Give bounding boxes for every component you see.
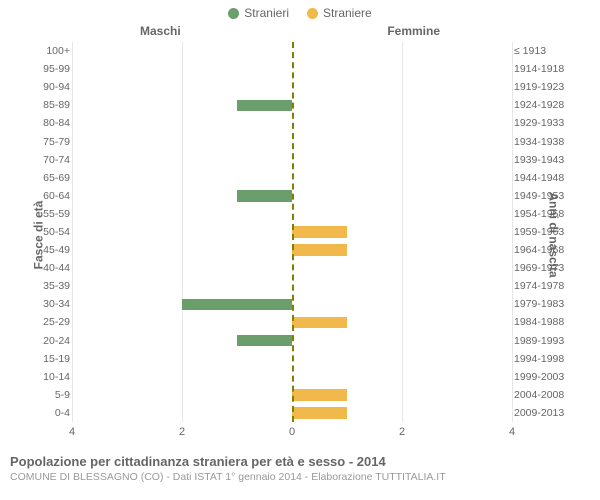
age-label: 20-24 — [36, 332, 70, 350]
age-label: 70-74 — [36, 151, 70, 169]
birth-label: ≤ 1913 — [514, 42, 580, 60]
x-tick: 4 — [509, 426, 515, 438]
age-label: 90-94 — [36, 78, 70, 96]
birth-label: 1964-1968 — [514, 241, 580, 259]
bar-male — [182, 299, 292, 311]
column-header-female: Femmine — [387, 24, 440, 38]
age-label: 35-39 — [36, 277, 70, 295]
x-tick: 0 — [289, 426, 295, 438]
age-label: 65-69 — [36, 169, 70, 187]
age-labels: 100+95-9990-9485-8980-8475-7970-7465-696… — [36, 42, 70, 422]
legend: Stranieri Straniere — [0, 0, 600, 20]
bar-female — [292, 317, 347, 329]
birth-label: 1959-1963 — [514, 223, 580, 241]
chart-title: Popolazione per cittadinanza straniera p… — [10, 454, 590, 469]
age-label: 85-89 — [36, 96, 70, 114]
birth-label: 1919-1923 — [514, 78, 580, 96]
x-tick: 2 — [399, 426, 405, 438]
legend-swatch-female — [307, 8, 318, 19]
birth-label: 1924-1928 — [514, 96, 580, 114]
bar-female — [292, 407, 347, 419]
center-axis — [292, 42, 294, 422]
age-label: 100+ — [36, 42, 70, 60]
chart: Maschi Femmine Fasce di età Anni di nasc… — [0, 20, 600, 450]
birth-label: 1939-1943 — [514, 151, 580, 169]
age-label: 0-4 — [36, 404, 70, 422]
age-label: 40-44 — [36, 259, 70, 277]
birth-label: 1949-1953 — [514, 187, 580, 205]
bar-male — [237, 190, 292, 202]
plot-area — [72, 42, 512, 422]
chart-subtitle: COMUNE DI BLESSAGNO (CO) - Dati ISTAT 1°… — [10, 471, 590, 483]
age-label: 55-59 — [36, 205, 70, 223]
x-tick: 2 — [179, 426, 185, 438]
legend-item-male: Stranieri — [228, 6, 289, 20]
birth-label: 1989-1993 — [514, 332, 580, 350]
age-label: 25-29 — [36, 313, 70, 331]
column-header-male: Maschi — [140, 24, 181, 38]
age-label: 75-79 — [36, 132, 70, 150]
bar-male — [237, 335, 292, 347]
birth-label: 1994-1998 — [514, 350, 580, 368]
bar-female — [292, 389, 347, 401]
birth-label: 1999-2003 — [514, 368, 580, 386]
age-label: 5-9 — [36, 386, 70, 404]
age-label: 10-14 — [36, 368, 70, 386]
age-label: 60-64 — [36, 187, 70, 205]
age-label: 30-34 — [36, 295, 70, 313]
bar-female — [292, 244, 347, 256]
age-label: 50-54 — [36, 223, 70, 241]
legend-swatch-male — [228, 8, 239, 19]
age-label: 15-19 — [36, 350, 70, 368]
legend-label-male: Stranieri — [244, 6, 289, 20]
birth-label: 1969-1973 — [514, 259, 580, 277]
age-label: 80-84 — [36, 114, 70, 132]
birth-label: 1979-1983 — [514, 295, 580, 313]
birth-label: 1974-1978 — [514, 277, 580, 295]
x-axis-ticks: 4 2 0 2 4 — [72, 426, 512, 442]
birth-label: 2009-2013 — [514, 404, 580, 422]
age-label: 45-49 — [36, 241, 70, 259]
birth-label: 1954-1958 — [514, 205, 580, 223]
birth-label: 1944-1948 — [514, 169, 580, 187]
birth-label: 2004-2008 — [514, 386, 580, 404]
x-tick: 4 — [69, 426, 75, 438]
bar-female — [292, 226, 347, 238]
legend-item-female: Straniere — [307, 6, 372, 20]
birth-labels: ≤ 19131914-19181919-19231924-19281929-19… — [514, 42, 580, 422]
birth-label: 1929-1933 — [514, 114, 580, 132]
birth-label: 1914-1918 — [514, 60, 580, 78]
legend-label-female: Straniere — [323, 6, 372, 20]
bar-male — [237, 100, 292, 112]
age-label: 95-99 — [36, 60, 70, 78]
birth-label: 1984-1988 — [514, 313, 580, 331]
birth-label: 1934-1938 — [514, 132, 580, 150]
footer: Popolazione per cittadinanza straniera p… — [0, 450, 600, 483]
